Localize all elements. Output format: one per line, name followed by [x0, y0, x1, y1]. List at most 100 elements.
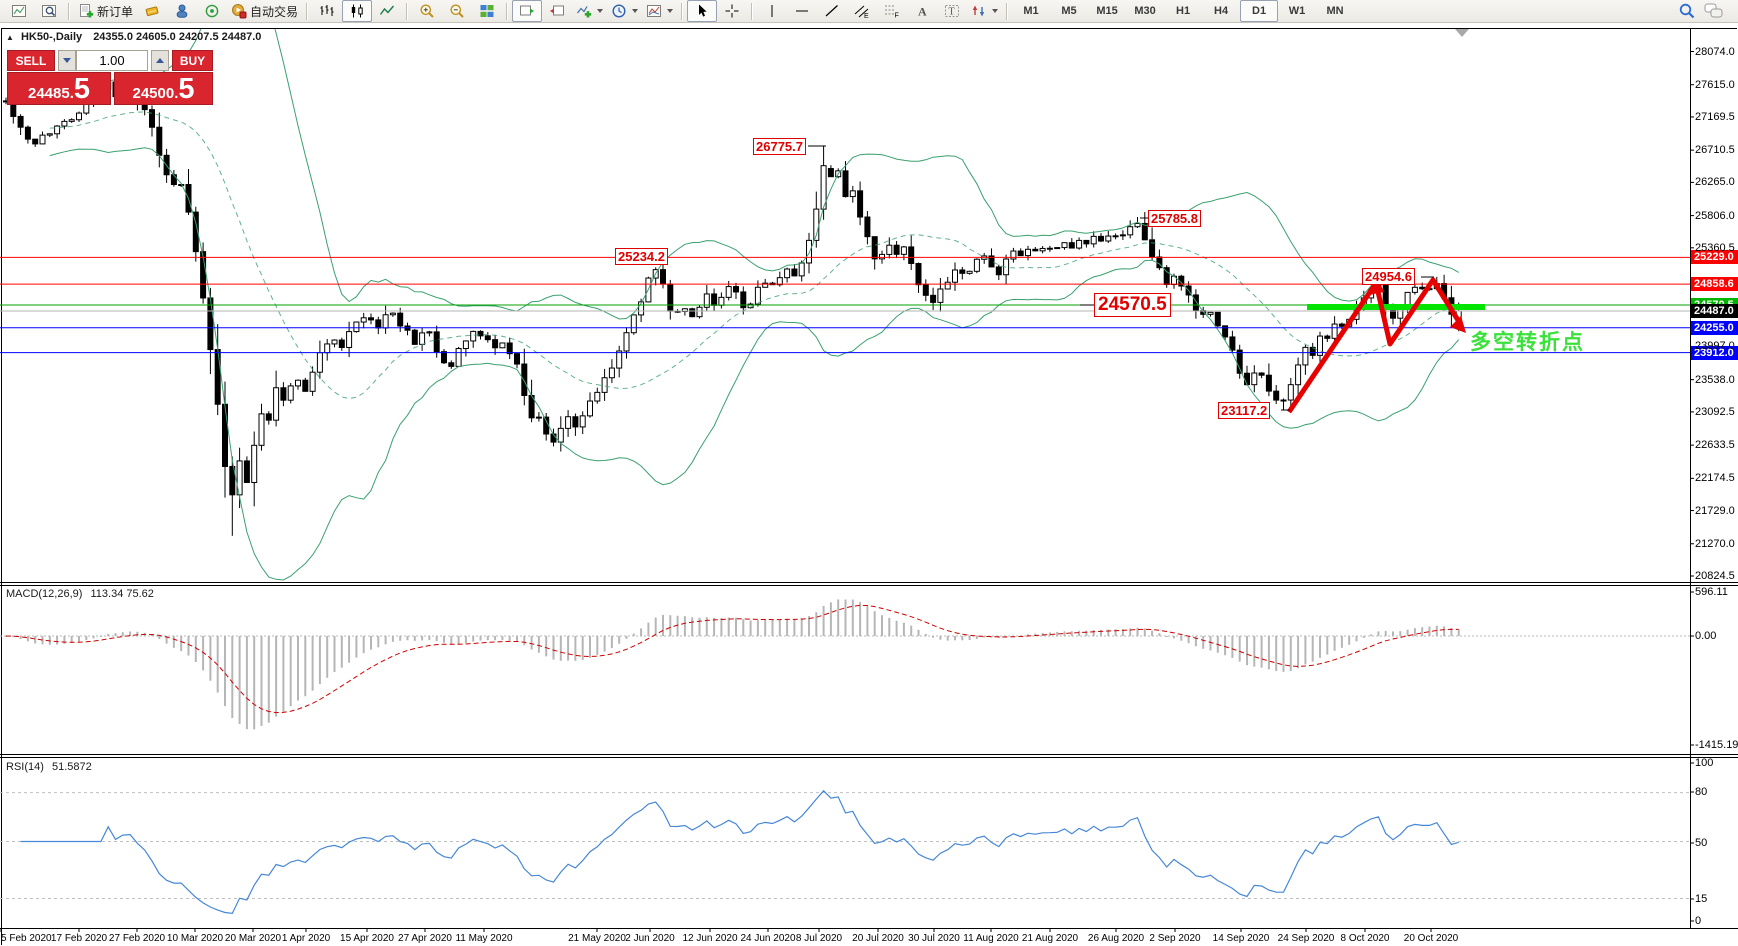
date-axis-label: 12 Jun 2020	[682, 933, 738, 944]
timeframe-h1-button[interactable]: H1	[1176, 5, 1191, 17]
svg-text:T: T	[949, 7, 955, 18]
candlestick-chart-button[interactable]	[342, 0, 373, 22]
scale-fix-marker-icon	[1455, 29, 1469, 37]
insert-indicator-button[interactable]	[572, 0, 607, 22]
level-price-tag: 23912.0	[1691, 345, 1738, 360]
crosshair-button[interactable]	[717, 0, 747, 22]
price-axis-tick-label: 27615.0	[1695, 78, 1735, 91]
tile-windows-button[interactable]	[472, 0, 502, 22]
price-axis-tick-label: 28074.0	[1695, 45, 1735, 58]
auto-scroll-button[interactable]	[512, 0, 543, 22]
timeframe-m1-button[interactable]: M1	[1023, 5, 1039, 17]
date-axis-label: 21 May 2020	[568, 933, 626, 944]
templates-button[interactable]	[642, 0, 677, 22]
rsi-axis-tick-label: 0	[1695, 915, 1702, 927]
periods-button[interactable]	[607, 0, 642, 22]
sell-price-box[interactable]: 24485. 5	[7, 72, 111, 105]
timeframe-d1-button[interactable]: D1	[1240, 0, 1279, 22]
buy-button[interactable]: BUY	[172, 50, 213, 71]
timeframe-m30-button[interactable]: M30	[1134, 5, 1156, 17]
tile-windows-icon	[479, 3, 495, 19]
last-price-tag: 24487.0	[1691, 304, 1738, 319]
timeframe-m5-button[interactable]: M5	[1061, 5, 1077, 17]
date-axis-label: 5 Feb 2020	[1, 933, 52, 944]
text-button[interactable]: A	[907, 0, 937, 22]
text-label-icon: T	[944, 3, 960, 19]
equidistant-channel-button[interactable]: E	[847, 0, 877, 22]
charts-window-button[interactable]	[4, 0, 34, 22]
text-label-button[interactable]: T	[937, 0, 967, 22]
chart-shift-button[interactable]	[542, 0, 572, 22]
signals-button[interactable]	[197, 0, 227, 22]
accounts-icon	[174, 3, 190, 19]
templates-icon	[646, 3, 662, 19]
fibonacci-button[interactable]: F	[877, 0, 907, 22]
date-axis-label: 20 Jul 2020	[852, 933, 904, 944]
date-axis-label: 20 Mar 2020	[224, 933, 282, 944]
bar-chart-button[interactable]	[312, 0, 342, 22]
price-axis-tick-label: 22174.5	[1695, 472, 1735, 485]
auto-trading-button[interactable]: 自动交易	[227, 0, 302, 22]
spinner-up-icon	[156, 58, 164, 63]
accounts-button[interactable]	[167, 0, 197, 22]
date-axis-label: 27 Feb 2020	[108, 933, 166, 944]
horizontal-line-button[interactable]	[787, 0, 817, 22]
timeframe-w1-button[interactable]: W1	[1288, 5, 1306, 17]
level-price-tag: 24858.6	[1691, 277, 1738, 292]
price-axis-tick-label: 27169.5	[1695, 110, 1735, 123]
zoom-out-button[interactable]	[442, 0, 472, 22]
volume-decrease-button[interactable]	[58, 50, 76, 71]
timeframe-m15-button[interactable]: M15	[1096, 5, 1118, 17]
charts-window-icon	[11, 3, 27, 19]
data-window-button[interactable]	[34, 0, 64, 22]
toolbar-separator	[68, 2, 70, 20]
macd-name: MACD(12,26,9)	[6, 588, 83, 600]
market-watch-button[interactable]	[137, 0, 167, 22]
price-annotation: 23117.2	[1218, 402, 1271, 419]
dropdown-caret-icon	[632, 9, 639, 13]
toolbar-separator	[506, 2, 509, 20]
volume-input[interactable]	[76, 50, 148, 71]
cursor-icon	[694, 3, 710, 19]
price-axis-tick-label: 21270.0	[1695, 537, 1735, 550]
date-axis-label: 8 Oct 2020	[1340, 933, 1390, 944]
market-watch-gold-icon	[144, 3, 160, 19]
new-order-label: 新订单	[97, 4, 134, 19]
trendline-button[interactable]	[817, 0, 847, 22]
price-axis-tick-label: 25360.5	[1695, 241, 1735, 254]
main-toolbar: 新订单 自动交易 E F A T M1 M5 M15 M30 H1 H4 D1 …	[0, 0, 1738, 23]
chart-ohlc-values: 24355.0 24605.0 24207.5 24487.0	[93, 31, 262, 43]
signals-icon	[204, 3, 220, 19]
buy-price-box[interactable]: 24500. 5	[114, 72, 213, 105]
new-order-button[interactable]: 新订单	[74, 0, 137, 22]
bar-chart-icon	[319, 3, 335, 19]
rsi-axis-tick-label: 80	[1695, 786, 1708, 798]
volume-increase-button[interactable]	[151, 50, 169, 71]
dropdown-caret-icon	[597, 9, 604, 13]
zoom-in-button[interactable]	[412, 0, 442, 22]
date-axis-label: 11 May 2020	[455, 933, 513, 944]
insert-indicator-icon	[576, 3, 592, 19]
level-price-tag: 25229.0	[1691, 250, 1738, 265]
vertical-line-button[interactable]	[757, 0, 787, 22]
bull-bear-turning-point-note: 多空转折点	[1470, 331, 1585, 354]
line-chart-button[interactable]	[372, 0, 402, 22]
toolbar-separator	[406, 2, 409, 20]
date-axis-label: 2 Jun 2020	[625, 933, 675, 944]
rsi-name: RSI(14)	[6, 761, 44, 773]
date-axis-label: 14 Sep 2020	[1212, 933, 1270, 944]
level-price-tag: 24570.5	[1691, 297, 1738, 312]
timeframe-h4-button[interactable]: H4	[1214, 5, 1229, 17]
dropdown-caret-icon	[992, 9, 999, 13]
cursor-button[interactable]	[687, 0, 718, 22]
price-axis-tick-label: 23997.0	[1695, 340, 1735, 353]
date-axis-label: 26 Aug 2020	[1087, 933, 1145, 944]
timeframe-mn-button[interactable]: MN	[1326, 5, 1344, 17]
price-axis-tick-label: 21729.0	[1695, 504, 1735, 517]
fibonacci-icon: F	[884, 3, 900, 20]
arrows-button[interactable]	[967, 0, 1002, 22]
sell-button[interactable]: SELL	[7, 50, 55, 71]
chat-icon[interactable]	[1704, 2, 1726, 20]
price-axis-tick-label: 20824.5	[1695, 570, 1735, 582]
search-icon[interactable]	[1678, 2, 1696, 20]
